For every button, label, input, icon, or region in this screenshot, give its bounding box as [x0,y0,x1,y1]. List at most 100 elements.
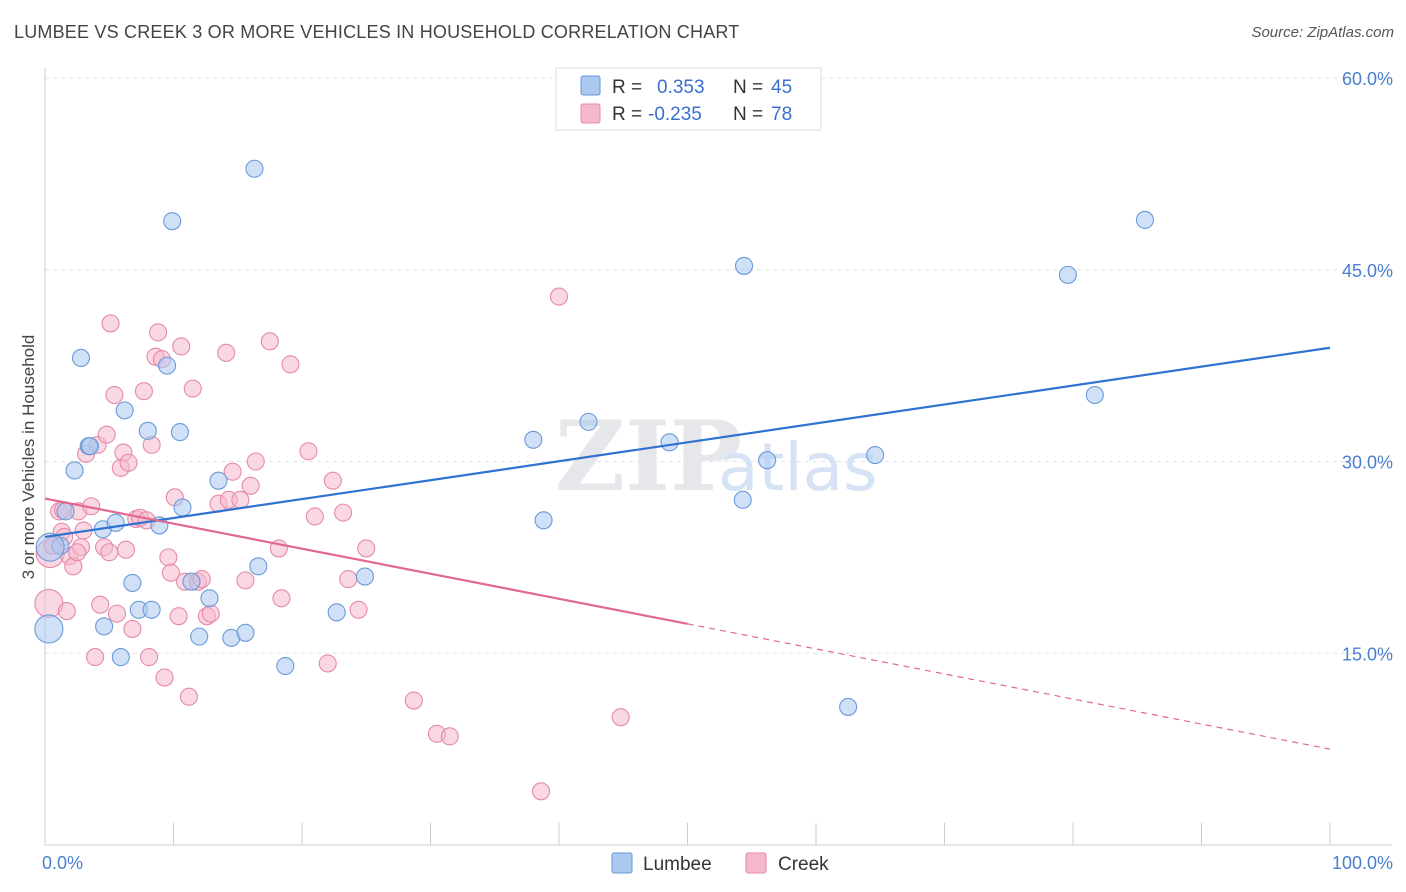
creek-point-6 [57,602,76,621]
creek-point-52 [223,462,242,481]
creek-point-50 [217,343,236,362]
creek-point-71 [440,727,459,746]
creek-point-63 [318,654,337,673]
lumbee-point-20 [173,498,192,517]
creek-point-67 [349,600,368,619]
creek-n-label: N = [733,104,763,125]
lumbee-point-8 [95,617,114,636]
lumbee-point-22 [190,627,209,646]
lumbee-point-34 [579,412,598,431]
lumbee-point-40 [866,446,885,465]
creek-point-48 [201,604,220,623]
chart-title: LUMBEE VS CREEK 3 OR MORE VEHICLES IN HO… [14,22,740,42]
creek-point-26 [123,619,142,639]
creek-point-14 [86,648,105,667]
lumbee-point-27 [245,159,264,178]
creek-point-54 [236,571,255,590]
lumbee-point-38 [758,451,777,470]
creek-trend-line [44,497,688,625]
lumbee-point-0 [34,614,64,644]
lumbee-series-swatch [611,852,633,874]
lumbee-point-28 [249,557,268,576]
creek-point-25 [119,453,138,472]
creek-point-72 [531,782,551,801]
creek-legend-swatch [580,103,601,124]
creek-point-76 [68,543,87,562]
lumbee-point-33 [534,511,553,530]
lumbee-point-23 [200,589,219,608]
creek-n-value: 78 [771,104,792,125]
creek-point-41 [172,337,191,356]
creek-point-64 [323,471,342,490]
lumbee-point-4 [71,348,91,368]
creek-point-55 [241,476,260,495]
lumbee-point-37 [734,256,754,275]
creek-point-36 [155,668,174,687]
x-tick-label-1: 100.0% [1332,853,1393,873]
lumbee-point-35 [660,433,679,452]
lumbee-legend-swatch [580,75,601,96]
creek-point-59 [272,589,291,608]
lumbee-point-1 [56,502,75,521]
lumbee-point-42 [1085,385,1104,405]
lumbee-n-value: 45 [771,77,792,98]
lumbee-point-24 [209,471,228,490]
lumbee-r-value: 0.353 [657,77,705,98]
creek-r-value: -0.235 [648,104,702,125]
y-tick-label-0: 15.0% [1342,644,1393,664]
creek-series-name: Creek [778,854,829,875]
creek-point-34 [149,323,168,342]
lumbee-point-10 [111,648,130,667]
lumbee-point-14 [138,421,157,440]
creek-point-19 [101,314,120,333]
creek-point-18 [97,425,116,444]
lumbee-point-43 [1135,210,1155,229]
lumbee-point-32 [524,430,543,449]
creek-point-69 [404,691,423,710]
creek-r-label: R = [612,104,642,125]
lumbee-r-label: R = [612,77,642,98]
creek-point-53 [231,490,250,509]
lumbee-point-26 [236,623,255,642]
creek-point-40 [169,607,188,626]
lumbee-n-label: N = [733,77,763,98]
lumbee-point-31 [355,567,375,586]
creek-point-77 [100,543,119,562]
creek-point-31 [140,648,159,667]
lumbee-series-name: Lumbee [643,854,712,875]
lumbee-point-17 [158,356,177,375]
correlation-legend: R = 0.353 N = 45 R = -0.235 N = 78 [555,67,822,131]
creek-point-21 [107,604,127,623]
x-tick-label-0: 0.0% [42,853,83,873]
creek-point-16 [91,595,110,614]
lumbee-point-19 [170,423,189,442]
creek-point-65 [334,503,353,522]
creek-point-66 [339,570,358,589]
lumbee-point-44 [35,532,65,562]
grid-lines [45,77,1392,654]
y-tick-label-3: 60.0% [1342,69,1393,89]
creek-point-61 [299,442,318,461]
lumbee-point-21 [182,572,201,591]
creek-point-62 [305,507,324,526]
creek-point-73 [549,287,569,306]
lumbee-point-6 [80,437,100,456]
lumbee-point-30 [327,603,346,622]
creek-point-68 [357,539,376,558]
creek-point-24 [116,540,136,559]
creek-point-60 [281,355,300,374]
creek-point-74 [611,708,630,727]
source-credit: Source: ZipAtlas.com [1251,24,1394,41]
lumbee-point-11 [115,401,134,420]
creek-point-44 [183,379,202,398]
lumbee-point-41 [1058,265,1077,284]
creek-point-20 [105,385,124,405]
creek-point-29 [134,382,153,401]
data-points [34,159,1155,801]
creek-point-56 [246,452,265,471]
series-legend: Lumbee Creek [611,852,829,875]
lumbee-point-18 [163,212,182,231]
lumbee-point-9 [106,513,125,532]
lumbee-point-36 [733,490,752,509]
